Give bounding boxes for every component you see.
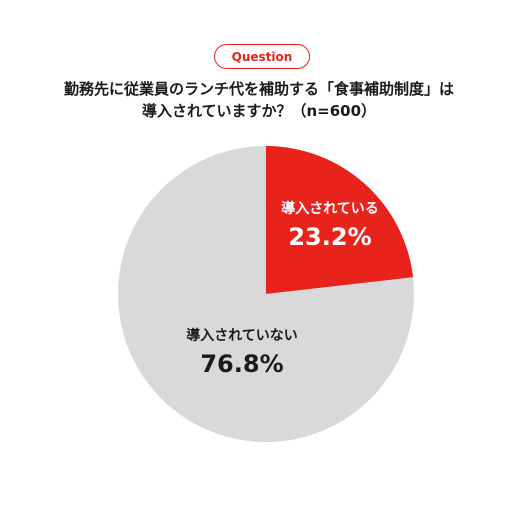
question-badge: Question bbox=[214, 44, 310, 69]
chart-title: 勤務先に従業員のランチ代を補助する「食事補助制度」は 導入されていますか？（n=… bbox=[20, 78, 498, 122]
chart-title-line-2: 導入されていますか？（n=600） bbox=[141, 102, 377, 120]
pie-slice-2-category-label: 導入されていない bbox=[186, 327, 298, 344]
pie-slice-2-value-label: 76.8% bbox=[200, 350, 283, 378]
pie-slices bbox=[118, 146, 414, 442]
pie-labels: 導入されている 23.2% 導入されていない 76.8% bbox=[186, 200, 379, 378]
chart-title-line-1: 勤務先に従業員のランチ代を補助する「食事補助制度」は bbox=[63, 80, 454, 98]
pie-slice-1-category-label: 導入されている bbox=[281, 200, 379, 217]
pie-slice-1-value-label: 23.2% bbox=[288, 223, 371, 251]
pie-slice-2 bbox=[118, 146, 414, 442]
pie-slice-1 bbox=[266, 146, 414, 294]
